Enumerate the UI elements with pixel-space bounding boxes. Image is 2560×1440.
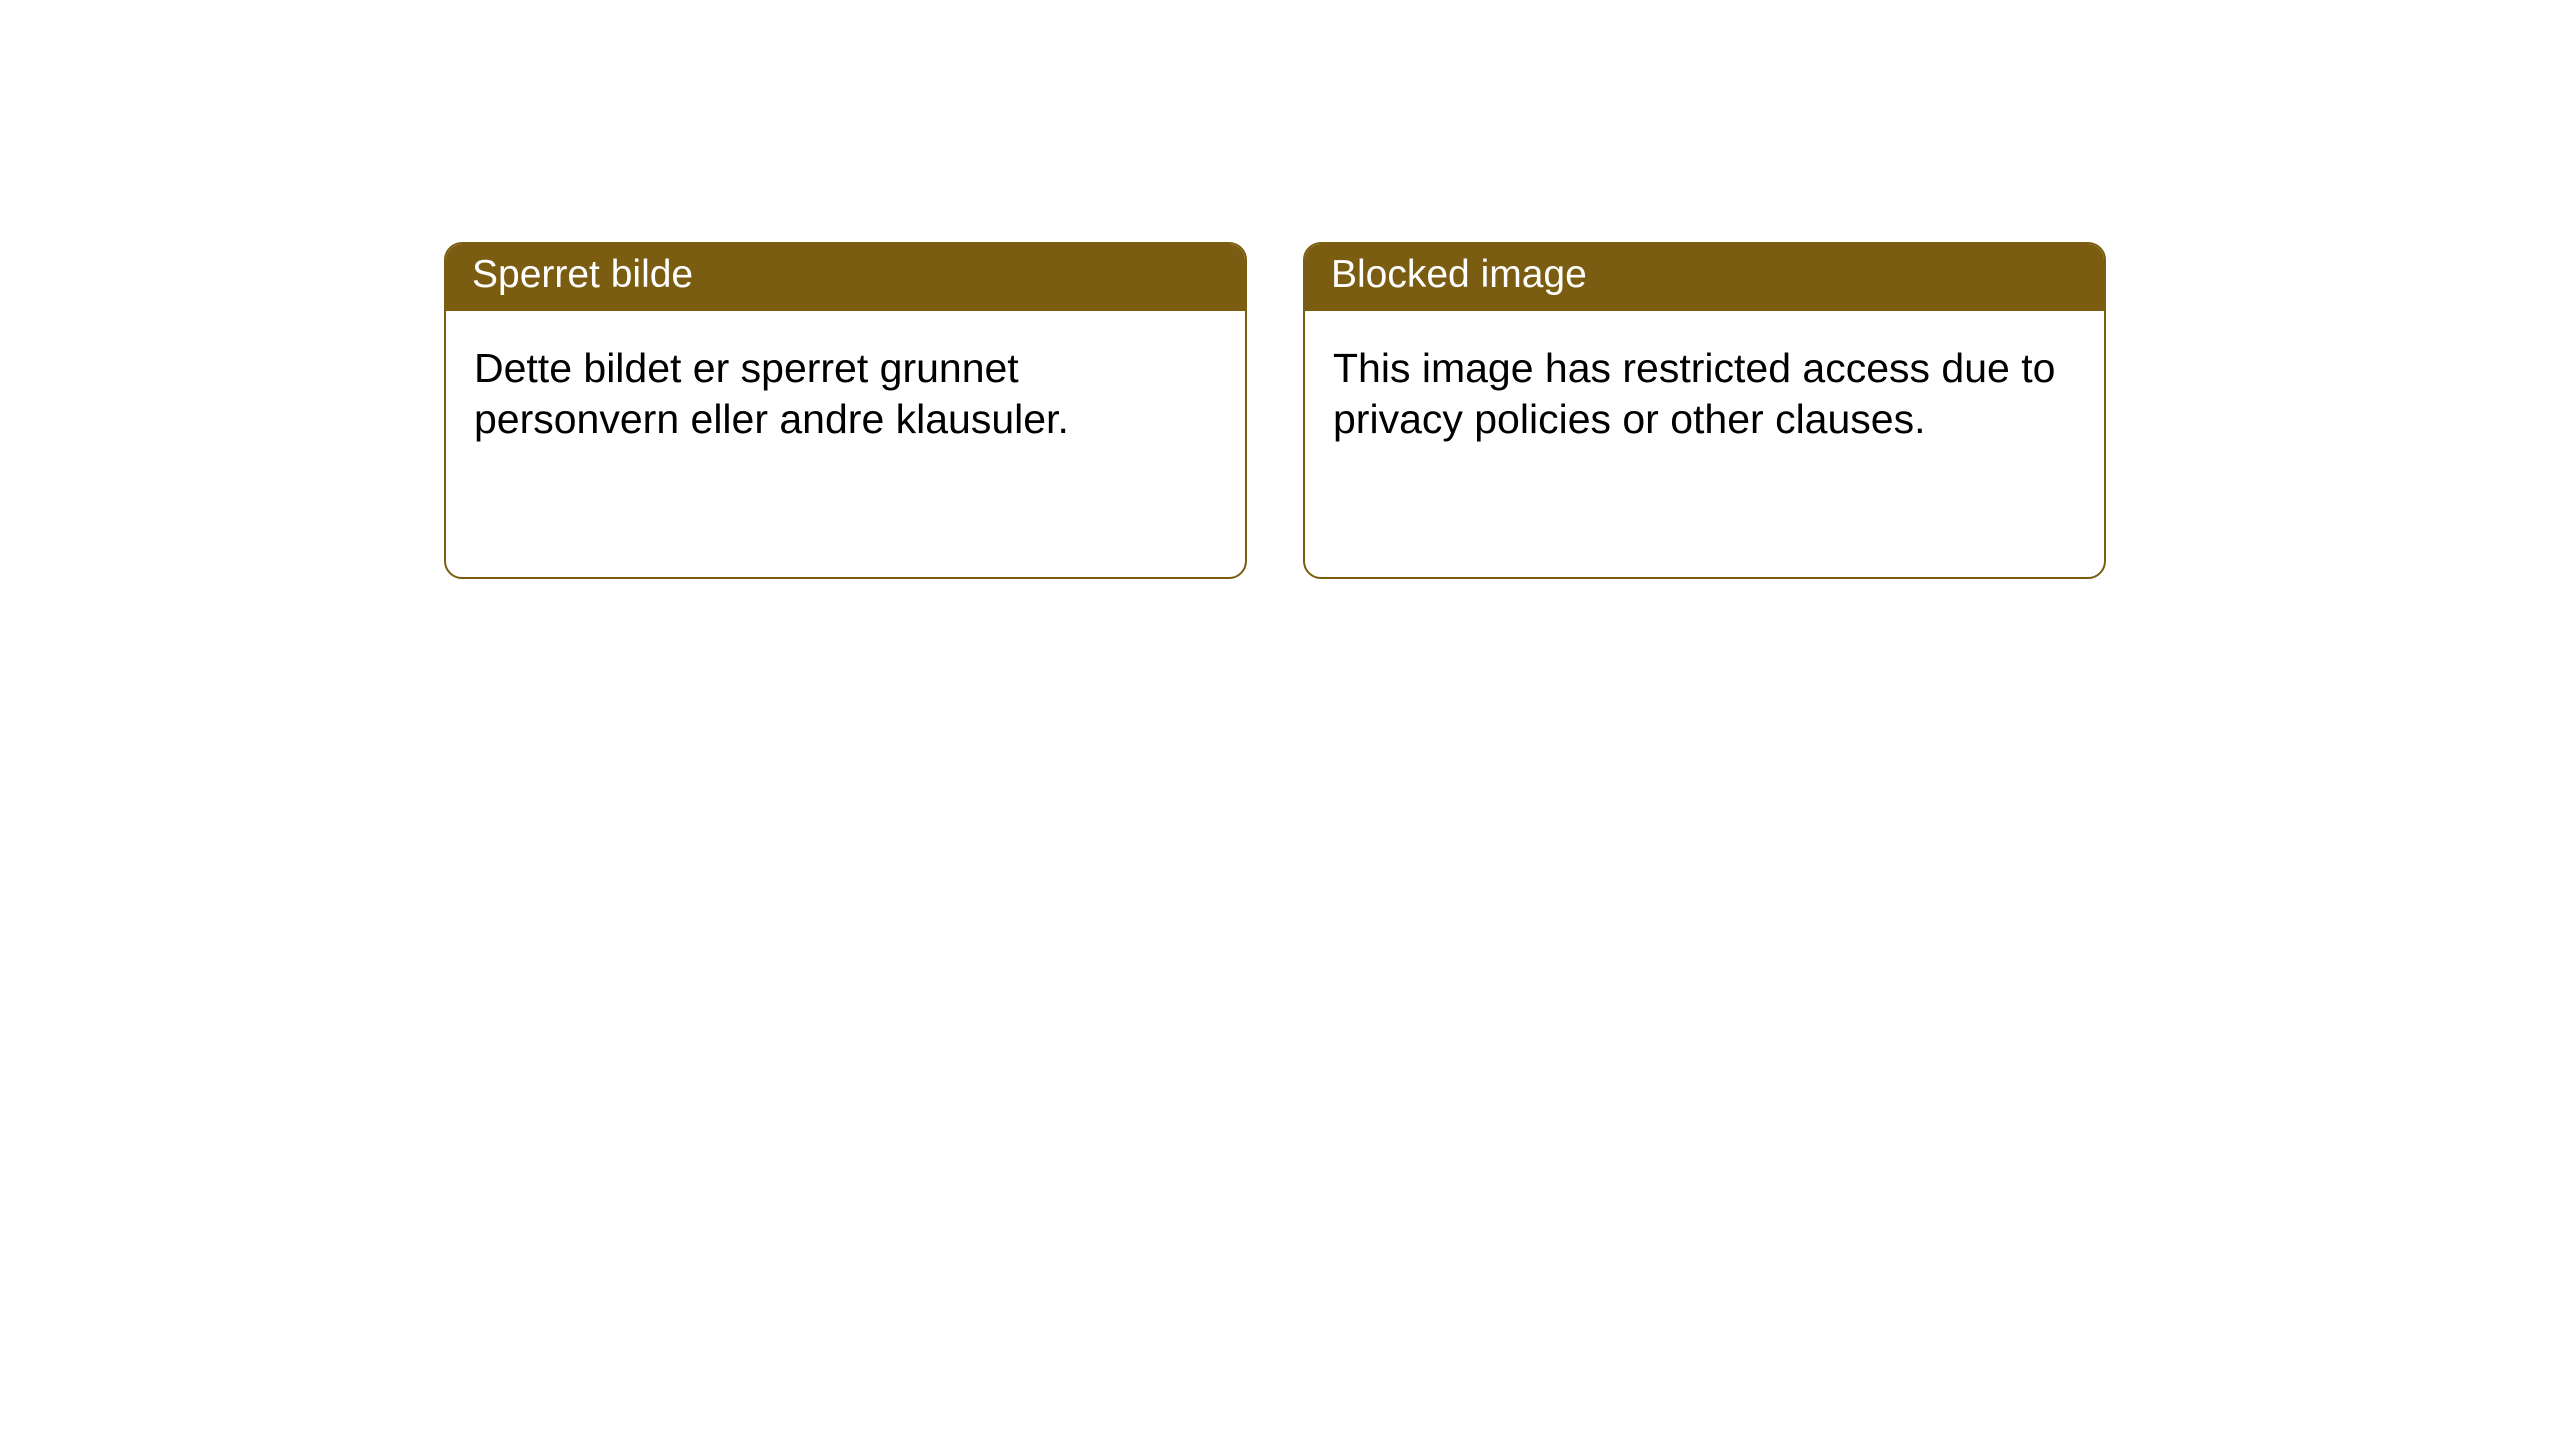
card-body-text: This image has restricted access due to … [1333, 345, 2055, 442]
blocked-image-card-en: Blocked image This image has restricted … [1303, 242, 2106, 579]
card-title: Sperret bilde [472, 253, 693, 296]
notice-container: Sperret bilde Dette bildet er sperret gr… [444, 242, 2106, 579]
card-body: This image has restricted access due to … [1305, 311, 2104, 478]
card-body-text: Dette bildet er sperret grunnet personve… [474, 345, 1069, 442]
card-body: Dette bildet er sperret grunnet personve… [446, 311, 1245, 478]
card-header: Sperret bilde [446, 244, 1245, 311]
card-title: Blocked image [1331, 253, 1587, 296]
card-header: Blocked image [1305, 244, 2104, 311]
blocked-image-card-no: Sperret bilde Dette bildet er sperret gr… [444, 242, 1247, 579]
